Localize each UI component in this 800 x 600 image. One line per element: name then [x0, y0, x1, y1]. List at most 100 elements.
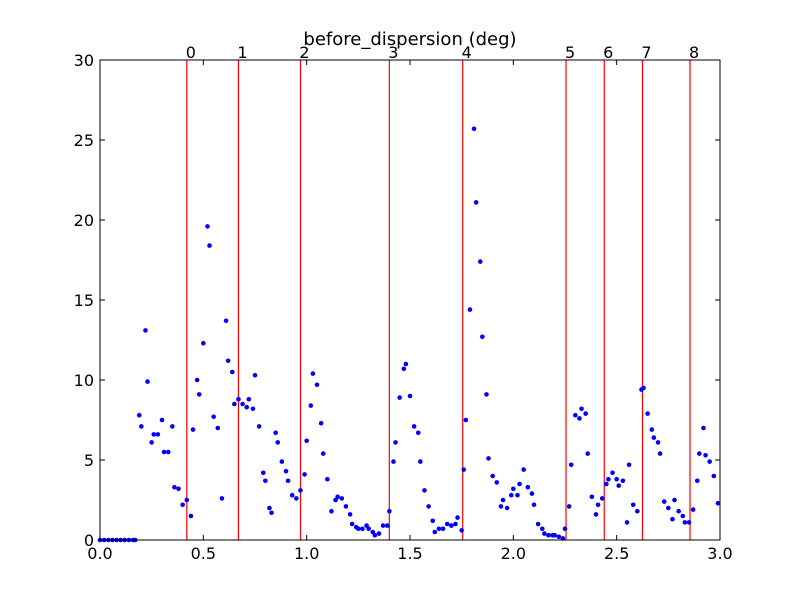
data-point [436, 526, 442, 532]
data-point [680, 513, 686, 519]
data-point [260, 470, 266, 476]
data-point [715, 500, 721, 506]
data-point [593, 512, 599, 517]
data-point [657, 451, 663, 456]
data-point [504, 505, 510, 511]
data-point [252, 372, 258, 378]
data-point [283, 468, 289, 474]
data-point [194, 377, 200, 383]
vline-label-8: 8 [689, 43, 699, 62]
data-point [391, 459, 396, 464]
data-point [139, 424, 144, 429]
data-point [407, 393, 413, 399]
data-point [585, 451, 591, 456]
data-point [302, 472, 307, 477]
data-point [393, 440, 398, 445]
data-point [542, 531, 547, 536]
data-point [453, 521, 458, 527]
data-point [473, 200, 479, 205]
data-point [289, 492, 295, 498]
data-point [682, 520, 688, 525]
data-point [546, 532, 551, 538]
data-point [143, 328, 148, 333]
data-point [500, 497, 506, 503]
data-point [455, 515, 460, 520]
data-point [614, 476, 619, 482]
data-point [426, 504, 431, 509]
data-point [655, 440, 661, 445]
data-point [356, 526, 361, 532]
data-point [521, 467, 526, 472]
data-point [263, 478, 268, 484]
data-point [285, 478, 291, 484]
data-point [205, 224, 210, 229]
x-tick-label: 1.5 [397, 544, 422, 563]
y-tick-label: 25 [74, 131, 94, 150]
data-point [661, 499, 667, 504]
data-point [552, 532, 557, 538]
data-point [711, 473, 717, 479]
vline-label-1: 1 [237, 43, 247, 62]
data-point [508, 492, 514, 498]
data-points [97, 126, 721, 543]
data-point [415, 430, 421, 436]
data-point [498, 504, 504, 509]
axis-ticks: 0.0 0.5 1.0 1.5 2.0 2.5 3.0 0 5 10 15 20 25 30 [74, 51, 733, 563]
y-tick-label: 30 [74, 51, 94, 70]
data-point [645, 411, 650, 416]
data-point [649, 427, 655, 432]
data-point [403, 361, 409, 367]
data-point [577, 416, 582, 421]
data-point [651, 435, 657, 440]
data-point [347, 512, 353, 517]
data-point [535, 521, 541, 527]
data-point [310, 371, 316, 376]
data-point [484, 392, 489, 397]
data-point [630, 502, 636, 508]
data-point [335, 494, 340, 500]
data-point [372, 532, 378, 538]
data-point [366, 526, 371, 532]
data-point [170, 424, 175, 429]
vline-label-7: 7 [641, 43, 651, 62]
data-point [477, 259, 483, 264]
data-point [589, 494, 595, 500]
data-point [267, 505, 272, 511]
data-point [314, 382, 320, 388]
data-point [697, 451, 702, 456]
vline-label-3: 3 [388, 43, 398, 62]
data-point [422, 488, 427, 493]
data-point [401, 366, 407, 372]
data-point [531, 502, 537, 508]
data-point [411, 424, 417, 429]
data-point [566, 504, 572, 509]
data-point [707, 459, 712, 464]
x-tick-label: 0.5 [191, 544, 216, 563]
data-point [190, 427, 196, 432]
y-tick-label: 15 [74, 291, 94, 310]
data-point [349, 521, 355, 527]
data-point [275, 440, 281, 445]
data-point [325, 476, 330, 482]
vline-label-0: 0 [186, 43, 196, 62]
data-point [599, 496, 605, 501]
data-point [624, 520, 630, 525]
data-point [256, 424, 262, 429]
data-point [418, 459, 423, 464]
data-point [223, 318, 229, 324]
data-point [232, 401, 237, 407]
data-point [461, 467, 467, 472]
data-point [686, 520, 692, 525]
vline-label-6: 6 [603, 43, 613, 62]
data-point [666, 505, 671, 511]
data-point [620, 478, 626, 484]
y-tick-label: 10 [74, 371, 94, 390]
data-point [397, 395, 402, 400]
data-point [155, 432, 161, 437]
data-point [250, 406, 256, 412]
x-tick-label: 1.0 [294, 544, 319, 563]
data-point [676, 508, 681, 514]
data-point [562, 526, 568, 532]
data-point [229, 369, 235, 375]
